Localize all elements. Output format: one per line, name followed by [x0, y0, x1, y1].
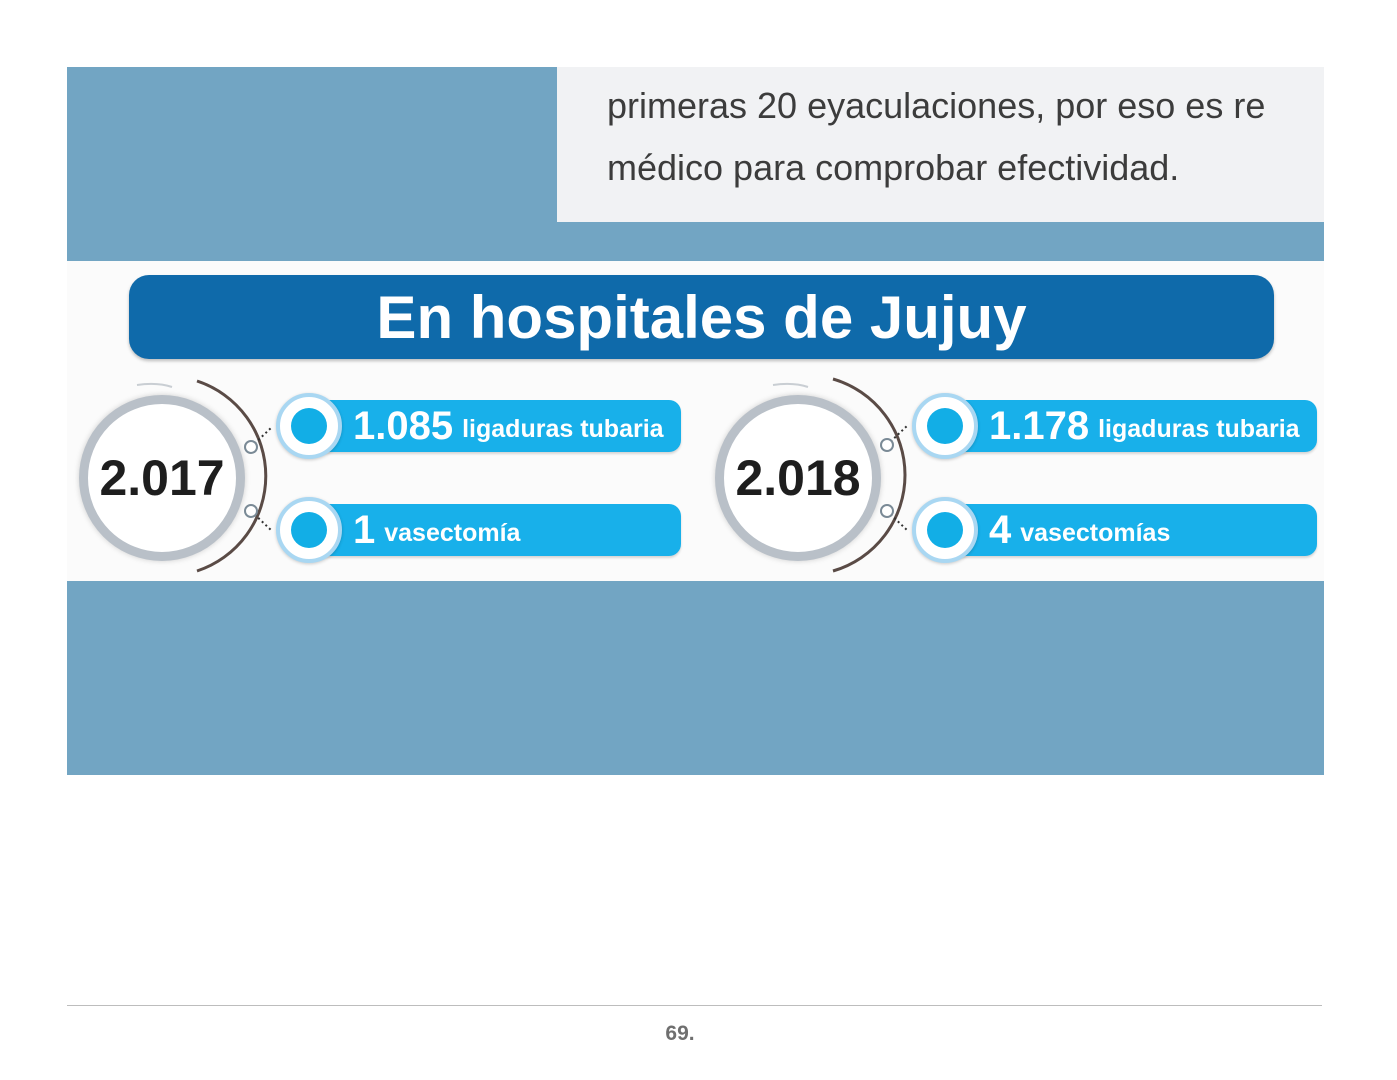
stat-vasectomies-2017: 1 vasectomía	[307, 504, 681, 556]
bullet-dot-icon	[276, 497, 342, 563]
stat-count: 1.178	[989, 403, 1090, 448]
bullet-dot-icon	[912, 393, 978, 459]
bottom-blue-band	[67, 581, 1324, 775]
stat-tubal-ligations-2018: 1.178 ligaduras tubaria	[943, 400, 1317, 452]
year-group-2018: 2.018 1.178 ligaduras tubaria 4 vasectom…	[703, 373, 1323, 578]
year-circle-2017: 2.017	[79, 395, 245, 561]
footer-divider	[67, 1005, 1322, 1006]
stat-label: vasectomías	[1020, 518, 1171, 547]
page-number: 69.	[665, 1022, 695, 1045]
stat-count: 1.085	[353, 403, 454, 448]
stat-count: 1	[353, 507, 376, 552]
bullet-dot-icon	[912, 497, 978, 563]
hospital-statistics-infographic: En hospitales de Jujuy 2.017 1.085 ligad…	[67, 261, 1324, 581]
stat-tubal-ligations-2017: 1.085 ligaduras tubaria	[307, 400, 681, 452]
connector-decoration	[772, 377, 909, 573]
stat-label: ligaduras tubaria	[1098, 414, 1300, 443]
excerpt-line-1: primeras 20 eyaculaciones, por eso es re	[607, 85, 1266, 126]
connector-decoration	[136, 379, 273, 573]
bullet-dot-icon	[276, 393, 342, 459]
infographic-title: En hospitales de Jujuy	[129, 275, 1274, 359]
text-excerpt: primeras 20 eyaculaciones, por eso es re…	[557, 67, 1324, 222]
stat-count: 4	[989, 507, 1012, 552]
stat-vasectomies-2018: 4 vasectomías	[943, 504, 1317, 556]
stat-label: ligaduras tubaria	[462, 414, 664, 443]
year-circle-2018: 2.018	[715, 395, 881, 561]
year-group-2017: 2.017 1.085 ligaduras tubaria 1 vasectom…	[67, 373, 687, 578]
stat-label: vasectomía	[384, 518, 521, 547]
excerpt-line-2: médico para comprobar efectividad.	[607, 147, 1180, 188]
